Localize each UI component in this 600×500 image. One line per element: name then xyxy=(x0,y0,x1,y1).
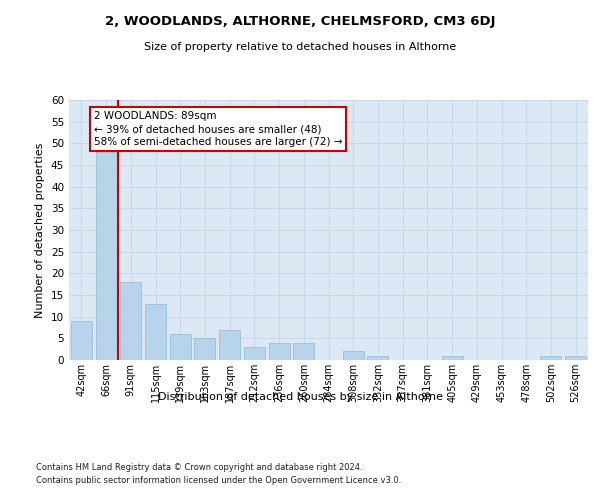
Bar xyxy=(95,152,116,360)
Bar xyxy=(170,334,191,360)
Text: Contains public sector information licensed under the Open Government Licence v3: Contains public sector information licen… xyxy=(36,476,401,485)
Bar xyxy=(367,356,388,360)
Bar xyxy=(244,347,265,360)
Text: 2, WOODLANDS, ALTHORNE, CHELMSFORD, CM3 6DJ: 2, WOODLANDS, ALTHORNE, CHELMSFORD, CM3 … xyxy=(105,15,495,28)
Bar xyxy=(120,282,141,360)
Bar xyxy=(269,342,290,360)
Text: Size of property relative to detached houses in Althorne: Size of property relative to detached ho… xyxy=(144,42,456,52)
Bar xyxy=(343,352,364,360)
Bar xyxy=(145,304,166,360)
Text: Distribution of detached houses by size in Althorne: Distribution of detached houses by size … xyxy=(157,392,443,402)
Bar xyxy=(194,338,215,360)
Text: Contains HM Land Registry data © Crown copyright and database right 2024.: Contains HM Land Registry data © Crown c… xyxy=(36,462,362,471)
Bar xyxy=(442,356,463,360)
Bar xyxy=(565,356,586,360)
Y-axis label: Number of detached properties: Number of detached properties xyxy=(35,142,46,318)
Bar xyxy=(293,342,314,360)
Bar xyxy=(219,330,240,360)
Bar xyxy=(541,356,562,360)
Text: 2 WOODLANDS: 89sqm
← 39% of detached houses are smaller (48)
58% of semi-detache: 2 WOODLANDS: 89sqm ← 39% of detached hou… xyxy=(94,111,342,147)
Bar xyxy=(71,321,92,360)
